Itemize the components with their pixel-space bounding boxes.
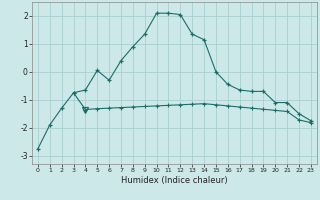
X-axis label: Humidex (Indice chaleur): Humidex (Indice chaleur): [121, 176, 228, 185]
